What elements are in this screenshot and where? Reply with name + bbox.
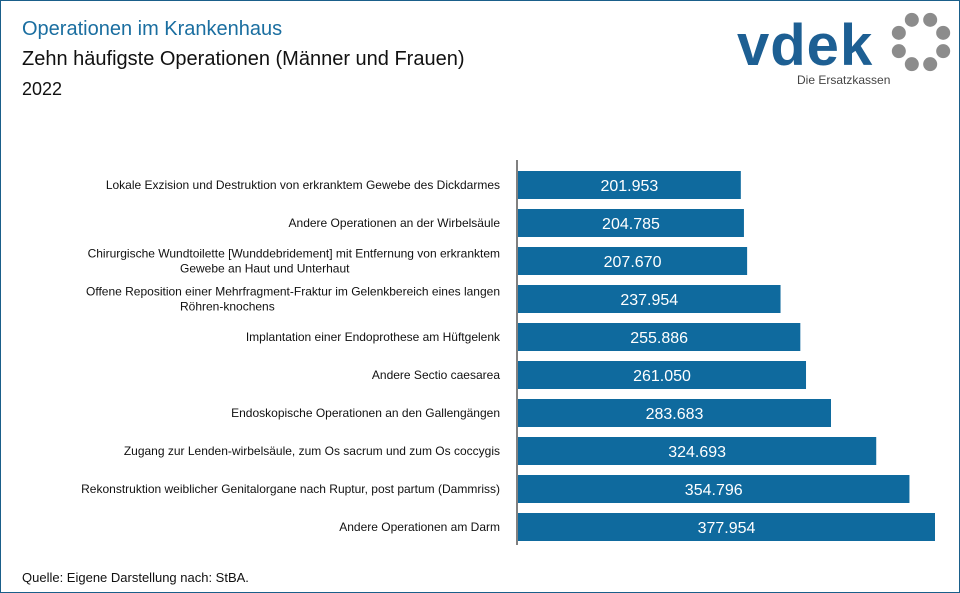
source-note: Quelle: Eigene Darstellung nach: StBA. <box>22 570 249 585</box>
category-label: Andere Sectio caesarea <box>372 368 500 382</box>
logo-ring-dot <box>936 44 951 59</box>
category-label: Chirurgische Wundtoilette [Wunddebrideme… <box>88 247 500 261</box>
bar-value-label: 207.670 <box>604 254 662 271</box>
chart-title: Operationen im Krankenhaus <box>22 18 283 40</box>
bar <box>518 171 741 199</box>
bar-value-label: 261.050 <box>633 368 691 385</box>
category-label: Zugang zur Lenden-wirbelsäule, zum Os sa… <box>124 444 500 458</box>
bar-value-label: 237.954 <box>620 292 678 309</box>
bar <box>518 247 748 275</box>
bar-value-label: 283.683 <box>646 406 704 423</box>
bar-value-label: 204.785 <box>602 216 660 233</box>
bar <box>518 475 910 503</box>
logo-wordmark: vdek <box>737 13 873 78</box>
bar <box>518 437 877 465</box>
chart-subtitle: Zehn häufigste Operationen (Männer und F… <box>22 48 465 70</box>
category-label: Implantation einer Endoprothese am Hüftg… <box>246 330 501 344</box>
category-label: Offene Reposition einer Mehrfragment-Fra… <box>86 285 500 299</box>
bar <box>518 323 801 351</box>
logo-ring-dot <box>923 57 938 72</box>
bar-value-label: 255.886 <box>630 330 688 347</box>
chart-year: 2022 <box>22 79 63 99</box>
logo-ring-dot <box>891 25 906 40</box>
category-label: Gewebe an Haut und Unterhaut <box>180 262 350 276</box>
logo-ring-dot <box>904 12 919 27</box>
category-label: Andere Operationen am Darm <box>339 520 500 534</box>
bar-value-label: 354.796 <box>685 482 743 499</box>
category-label: Endoskopische Operationen an den Galleng… <box>231 406 500 420</box>
logo-ring-dot <box>891 44 906 59</box>
logo-ring-dot <box>904 57 919 72</box>
bar-chart: 201.953 Lokale Exzision und Destruktion v… <box>81 160 935 545</box>
logo-tagline: Die Ersatzkassen <box>797 73 890 87</box>
bar-value-label: 201.953 <box>600 178 658 195</box>
logo-ring-dot <box>936 25 951 40</box>
bar <box>518 399 831 427</box>
bar <box>518 361 807 389</box>
bar <box>518 285 781 313</box>
logo-ring-icon <box>891 12 951 72</box>
vdek-logo: vdek Die Ersatzkassen <box>737 12 951 87</box>
bar <box>518 209 744 237</box>
bar-value-label: 324.693 <box>668 444 726 461</box>
category-label: Rekonstruktion weiblicher Genitalorgane … <box>81 482 500 496</box>
logo-ring-dot <box>923 12 938 27</box>
category-label: Andere Operationen an der Wirbelsäule <box>289 216 501 230</box>
category-label: Röhren-knochens <box>180 300 275 314</box>
category-label: Lokale Exzision und Destruktion von erkr… <box>106 178 500 192</box>
bar-value-label: 377.954 <box>698 520 756 537</box>
bar <box>518 513 935 541</box>
